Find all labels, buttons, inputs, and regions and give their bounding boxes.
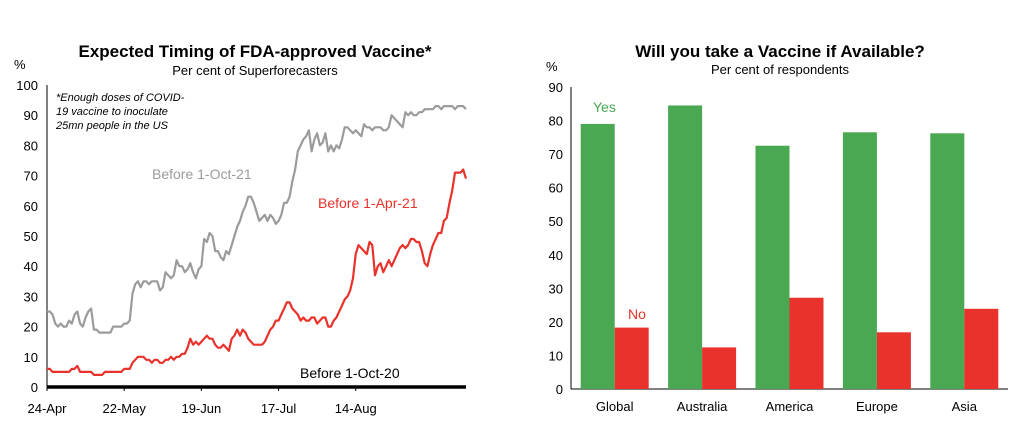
series-label: No	[628, 306, 646, 322]
line-chart: Expected Timing of FDA-approved Vaccine*…	[14, 42, 468, 416]
footnote-line-2: 19 vaccine to inoculate	[56, 106, 168, 118]
y-tick-label: 30	[549, 281, 563, 296]
line-series-0	[47, 104, 467, 334]
bar-yes-europe	[842, 132, 877, 390]
bar-yes-global	[580, 123, 615, 390]
series-label: Before 1-Oct-21	[152, 166, 252, 182]
y-tick-label: 90	[24, 108, 38, 123]
bar-yes-america	[755, 145, 790, 389]
bar-y-unit: %	[546, 59, 558, 74]
bar-chart-subtitle: Per cent of respondents	[711, 62, 850, 77]
y-tick-label: 40	[24, 259, 38, 274]
x-tick-label: 22-May	[103, 401, 147, 416]
y-tick-label: 60	[24, 199, 38, 214]
bar-x-axis: Global Australia America Europe Asia	[596, 399, 978, 414]
footnote-line-3: 25mn people in the US	[55, 120, 169, 132]
category-label: Australia	[677, 399, 728, 414]
y-tick-label: 80	[24, 138, 38, 153]
y-tick-label: 70	[24, 169, 38, 184]
bar-chart-title: Will you take a Vaccine if Available?	[635, 42, 925, 61]
x-tick-label: 24-Apr	[27, 401, 67, 416]
series-label: Yes	[593, 99, 616, 115]
bar-chart: Will you take a Vaccine if Available? Pe…	[546, 42, 1008, 414]
y-tick-label: 10	[24, 350, 38, 365]
y-tick-label: 50	[549, 214, 563, 229]
bar-no-america	[789, 297, 824, 389]
category-label: Asia	[952, 399, 978, 414]
line-x-axis: 24-Apr 22-May 19-Jun 17-Jul 14-Aug	[27, 387, 377, 416]
bar-no-asia	[964, 308, 999, 389]
bar-group	[580, 105, 999, 390]
footnote-line-1: *Enough doses of COVID-	[56, 92, 185, 104]
x-tick-label: 17-Jul	[261, 401, 297, 416]
bar-yes-australia	[668, 105, 703, 389]
line-chart-title: Expected Timing of FDA-approved Vaccine*	[79, 42, 432, 61]
series-label: Before 1-Apr-21	[318, 195, 418, 211]
y-tick-label: 10	[549, 348, 563, 363]
x-tick-label: 19-Jun	[181, 401, 221, 416]
category-label: America	[766, 399, 814, 414]
line-series-1	[47, 168, 468, 376]
line-series-labels: Before 1-Oct-21 Before 1-Apr-21 Before 1-O…	[152, 166, 418, 381]
y-tick-label: 20	[549, 315, 563, 330]
series-label: Before 1-Oct-20	[300, 365, 400, 381]
bar-no-australia	[702, 347, 737, 389]
y-tick-label: 20	[24, 320, 38, 335]
y-tick-label: 0	[556, 382, 563, 397]
bar-series-labels: Yes No	[593, 99, 646, 322]
line-y-axis: 0 10 20 30 40 50 60 70 80 90 100	[16, 78, 48, 395]
y-tick-label: 50	[24, 229, 38, 244]
category-label: Europe	[856, 399, 898, 414]
y-tick-label: 100	[16, 78, 38, 93]
category-label: Global	[596, 399, 634, 414]
bar-yes-asia	[930, 133, 965, 389]
line-y-unit: %	[14, 57, 26, 72]
y-tick-label: 30	[24, 289, 38, 304]
bar-no-global	[614, 327, 649, 389]
y-tick-label: 70	[549, 147, 563, 162]
line-chart-subtitle: Per cent of Superforecasters	[172, 63, 338, 78]
y-tick-label: 0	[31, 380, 38, 395]
line-series-group	[47, 104, 468, 389]
y-tick-label: 80	[549, 114, 563, 129]
bar-no-europe	[876, 332, 911, 389]
y-tick-label: 60	[549, 181, 563, 196]
y-tick-label: 90	[549, 80, 563, 95]
y-tick-label: 40	[549, 248, 563, 263]
x-tick-label: 14-Aug	[335, 401, 377, 416]
